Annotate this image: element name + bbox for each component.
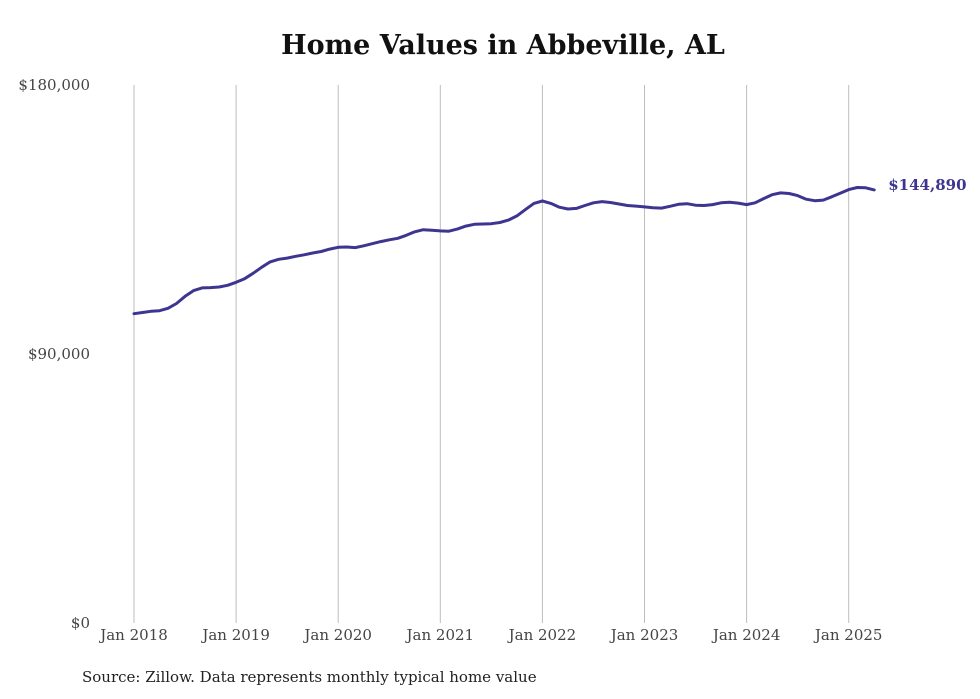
x-tick-label: Jan 2020: [302, 626, 372, 644]
x-tick-label: Jan 2023: [609, 626, 679, 644]
source-note: Source: Zillow. Data represents monthly …: [82, 668, 537, 686]
x-tick-label: Jan 2022: [507, 626, 577, 644]
y-axis-ticks: $0 $90,000 $180,000: [18, 76, 90, 632]
chart-title: Home Values in Abbeville, AL: [281, 30, 725, 61]
y-tick-label: $90,000: [28, 345, 90, 363]
series-line: [132, 186, 876, 316]
x-tick-label: Jan 2018: [98, 626, 168, 644]
y-tick-label: $180,000: [18, 76, 90, 94]
x-tick-label: Jan 2025: [813, 626, 883, 644]
x-axis-ticks: Jan 2018 Jan 2019 Jan 2020 Jan 2021 Jan 2022…: [98, 626, 882, 644]
series-layer: $144,890: [132, 176, 967, 316]
x-tick-label: Jan 2021: [405, 626, 475, 644]
end-value-label: $144,890: [888, 176, 966, 194]
gridlines: [133, 85, 850, 623]
x-tick-label: Jan 2019: [200, 626, 270, 644]
x-tick-label: Jan 2024: [711, 626, 781, 644]
y-tick-label: $0: [71, 614, 90, 632]
